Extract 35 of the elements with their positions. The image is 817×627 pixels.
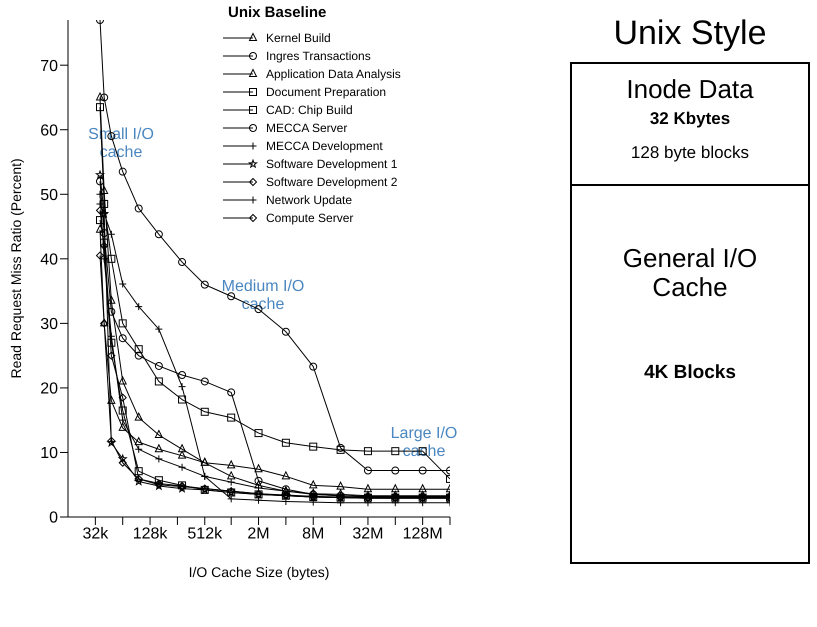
legend-label: Network Update bbox=[266, 193, 352, 207]
x-tick-label: 128k bbox=[132, 525, 168, 542]
x-tick-label: 128M bbox=[402, 525, 443, 542]
y-tick-label: 0 bbox=[49, 510, 58, 527]
legend-label: Ingres Transactions bbox=[266, 49, 371, 63]
y-axis-title: Read Request Miss Ratio (Percent) bbox=[8, 158, 24, 378]
text: Inode Data bbox=[625, 74, 755, 105]
legend-label: CAD: Chip Build bbox=[266, 103, 353, 117]
y-tick-label: 50 bbox=[40, 186, 58, 204]
legend-label: Compute Server bbox=[266, 211, 354, 225]
x-tick-label: 2M bbox=[247, 525, 270, 542]
x-axis-title: I/O Cache Size (bytes) bbox=[188, 564, 330, 580]
legend-label: Document Preparation bbox=[266, 85, 386, 99]
y-tick-label: 20 bbox=[40, 380, 58, 398]
x-tick-label: 32M bbox=[352, 525, 384, 542]
legend-label: Software Development 1 bbox=[266, 157, 398, 171]
y-tick-label: 10 bbox=[40, 445, 58, 462]
legend-label: Software Development 2 bbox=[266, 175, 398, 189]
y-tick-label: 70 bbox=[40, 58, 58, 75]
legend-title: Unix Baseline bbox=[228, 4, 328, 21]
y-tick-label: 30 bbox=[40, 316, 58, 334]
text: 32 Kbytes bbox=[648, 109, 732, 129]
y-tick-label: 60 bbox=[40, 122, 58, 140]
x-tick-label: 8M bbox=[302, 525, 324, 542]
text: Unix Style bbox=[612, 13, 768, 54]
text: 4K Blocks bbox=[643, 362, 737, 384]
x-tick-label: 32k bbox=[82, 525, 110, 542]
legend-label: Application Data Analysis bbox=[266, 67, 401, 81]
y-tick-label: 40 bbox=[40, 252, 58, 268]
legend-label: MECCA Server bbox=[266, 121, 348, 135]
legend-label: MECCA Development bbox=[266, 139, 383, 153]
x-tick-label: 512k bbox=[187, 525, 224, 542]
legend-label: Kernel Build bbox=[266, 31, 331, 45]
text: General I/O Cache bbox=[622, 243, 758, 302]
text: 128 byte blocks bbox=[630, 143, 750, 163]
